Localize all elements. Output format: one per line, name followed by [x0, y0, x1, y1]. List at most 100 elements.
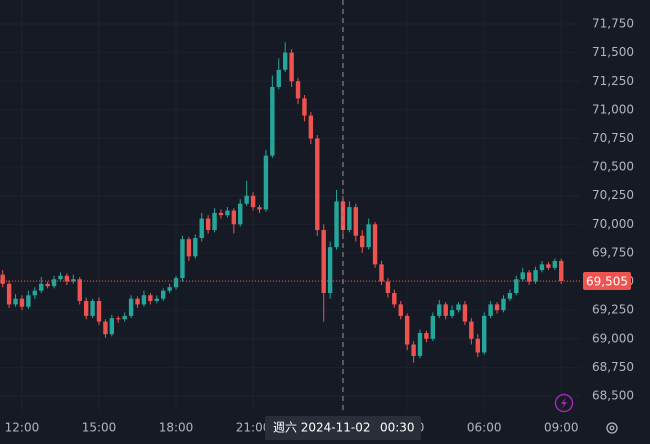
candle-body — [334, 201, 339, 248]
candle-body — [212, 212, 217, 231]
candle-body — [449, 310, 455, 316]
y-tick-label: 68,750 — [592, 360, 634, 374]
candle-body — [366, 224, 371, 248]
candle-body — [539, 264, 545, 271]
candle-body — [154, 298, 159, 301]
candle-body — [257, 207, 262, 210]
y-tick-label: 68,500 — [592, 388, 634, 402]
candle-body — [109, 318, 115, 335]
candle-body — [58, 275, 63, 280]
candle-body — [494, 304, 500, 311]
candle-body — [398, 304, 403, 316]
candle-body — [90, 300, 95, 316]
candle-body — [19, 298, 25, 307]
candle-body — [199, 218, 204, 239]
candle-body — [385, 281, 391, 293]
candle-body — [340, 201, 346, 231]
candle-body — [488, 304, 493, 316]
crosshair-box — [264, 416, 421, 440]
x-tick-label: 09:00 — [544, 421, 579, 435]
gear-hub — [609, 425, 615, 431]
candle-body — [45, 283, 50, 287]
candle-body — [469, 321, 474, 339]
y-tick-label: 71,250 — [592, 74, 634, 88]
candle-body — [411, 344, 416, 356]
candle-body — [186, 239, 192, 257]
y-tick-label: 69,750 — [592, 245, 634, 259]
y-tick-label: 71,000 — [592, 102, 634, 116]
candle-body — [263, 155, 269, 210]
candle-body — [514, 279, 519, 293]
candle-body — [32, 290, 37, 296]
candle-body — [353, 207, 358, 236]
candle-body — [116, 318, 121, 320]
candle-body — [83, 300, 89, 316]
candle-body — [51, 279, 57, 287]
candle-body — [443, 304, 448, 316]
candle-body — [315, 138, 320, 231]
candle-body — [372, 224, 378, 265]
candle-body — [71, 279, 76, 282]
settings-icon[interactable] — [606, 422, 618, 434]
candle-body — [0, 274, 5, 284]
y-tick-label: 71,750 — [592, 17, 634, 31]
candle-body — [39, 283, 44, 291]
candle-body — [238, 203, 243, 225]
x-tick-label: 15:00 — [82, 421, 117, 435]
candle-body — [308, 115, 314, 139]
candle-body — [302, 98, 307, 116]
candle-body — [103, 321, 108, 335]
gear-ring — [606, 422, 618, 434]
candle-body — [295, 81, 301, 99]
candle-body — [148, 295, 153, 301]
candle-body — [231, 210, 237, 225]
y-tick-label: 70,500 — [592, 160, 634, 174]
candle-body — [6, 283, 12, 305]
crosshair-time: 00:30 — [380, 421, 415, 435]
y-tick-label: 70,250 — [592, 188, 634, 202]
y-tick-label: 69,250 — [592, 303, 634, 317]
y-tick-label: 69,000 — [592, 331, 634, 345]
candle-body — [404, 315, 410, 345]
candle-body — [167, 287, 172, 291]
candle-body — [360, 235, 365, 248]
candle-body — [347, 207, 352, 231]
y-tick-label: 71,500 — [592, 45, 634, 59]
candle-body — [218, 212, 224, 216]
candle-body — [501, 298, 506, 311]
candle-body — [270, 86, 275, 156]
candle-body — [392, 292, 397, 305]
alert-icon[interactable] — [554, 393, 574, 413]
y-tick-label: 70,000 — [592, 217, 634, 231]
candle-body — [13, 298, 18, 305]
alert-bolt — [561, 397, 567, 409]
last-price-label: 69,505 — [586, 274, 628, 288]
candle-body — [424, 333, 429, 339]
candle-body — [193, 238, 198, 257]
crosshair-date: 週六 2024-11-02 — [273, 421, 371, 435]
candle-body — [26, 295, 31, 307]
candle-body — [533, 270, 538, 282]
candle-body — [122, 315, 127, 320]
candle-body — [250, 195, 256, 208]
last-price-box — [583, 271, 631, 290]
candle-body — [327, 247, 333, 293]
alert-circle — [554, 393, 574, 413]
candle-body — [135, 298, 140, 305]
candle-body — [417, 333, 423, 356]
candle-body — [225, 210, 230, 216]
candle-body — [475, 338, 480, 353]
candle-body — [520, 272, 525, 280]
candle-body — [437, 304, 442, 316]
x-tick-label: 18:00 — [159, 421, 194, 435]
candle-body — [244, 195, 249, 204]
y-tick-label: 70,750 — [592, 131, 634, 145]
candle-body — [289, 52, 294, 82]
candle-body — [482, 315, 487, 353]
candle-body — [173, 278, 179, 288]
candle-body — [456, 304, 461, 311]
candle-body — [546, 264, 551, 268]
candle-body — [64, 275, 70, 282]
candle-body — [128, 298, 134, 316]
